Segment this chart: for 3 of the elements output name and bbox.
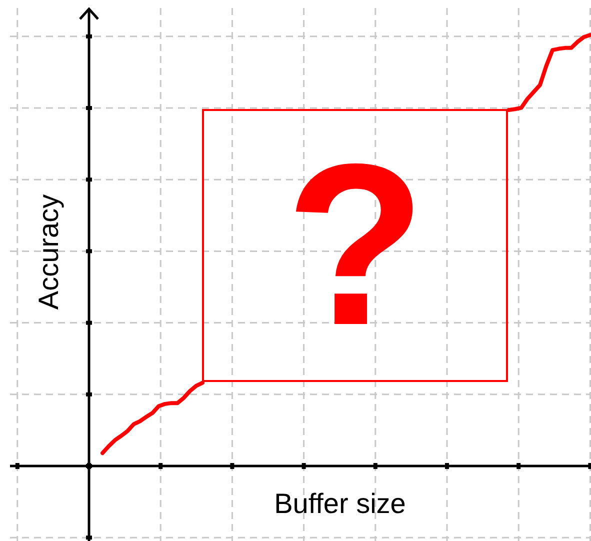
x-axis-title: Buffer size <box>273 488 407 520</box>
annotation: ? <box>284 116 427 373</box>
y-axis-title: Accuracy <box>32 193 65 312</box>
